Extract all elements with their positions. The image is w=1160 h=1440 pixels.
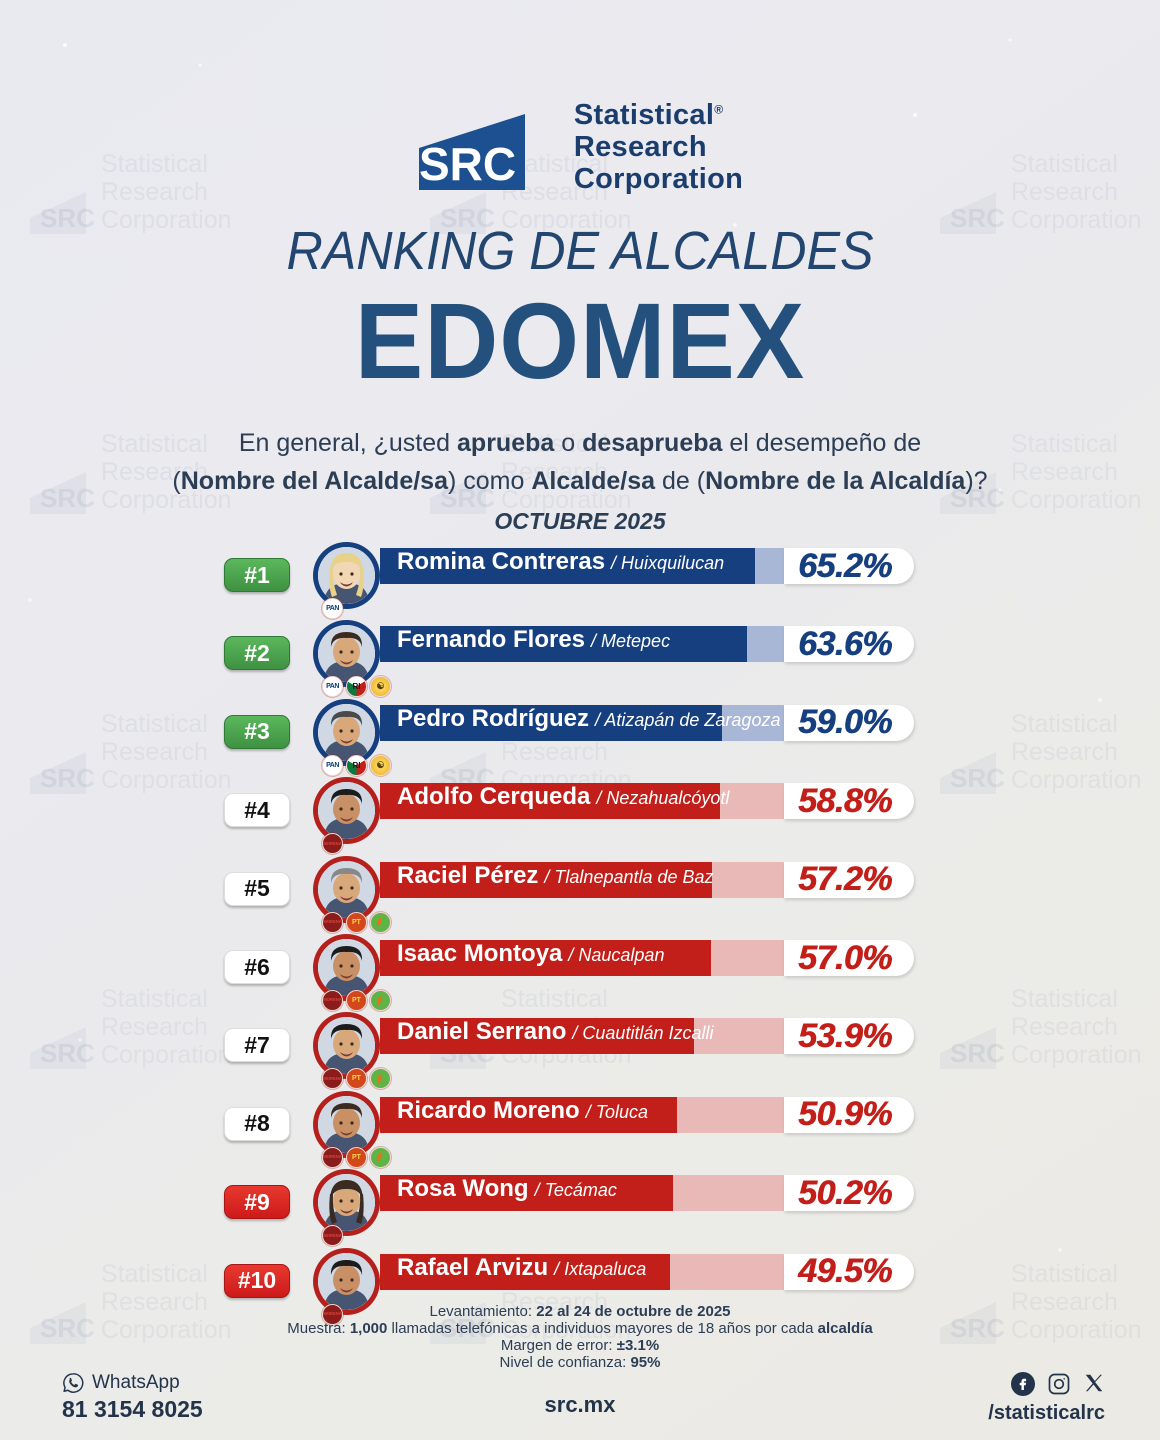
svg-text:SRC: SRC: [419, 138, 516, 190]
